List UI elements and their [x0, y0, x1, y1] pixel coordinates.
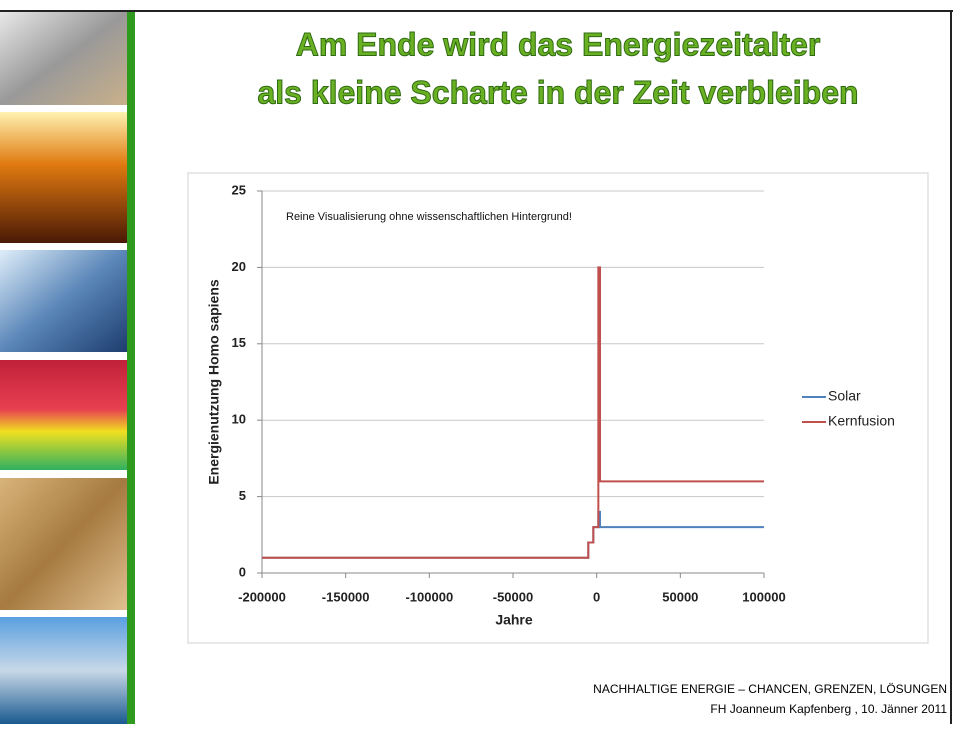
x-tick-label: 50000 — [662, 589, 698, 604]
x-tick-label: -200000 — [238, 589, 286, 604]
footer: FH Joanneum Kapfenberg , 10. Jänner 2011 — [710, 702, 947, 716]
slide-title: als kleine Scharte in der Zeit verbleibe… — [257, 74, 858, 110]
y-tick-label: 5 — [239, 488, 246, 503]
annotation: Reine Visualisierung ohne wissenschaftli… — [286, 211, 572, 223]
y-tick-label: 0 — [239, 564, 246, 579]
x-tick-label: 100000 — [742, 589, 785, 604]
x-tick-label: 0 — [593, 589, 600, 604]
y-axis-label: Energienutzung Homo sapiens — [206, 279, 222, 485]
footer: NACHHALTIGE ENERGIE – CHANCEN, GRENZEN, … — [593, 682, 947, 696]
x-tick-label: -100000 — [405, 589, 453, 604]
legend-label: Solar — [828, 388, 861, 404]
chart-area — [187, 172, 929, 644]
x-axis-label: Jahre — [495, 612, 533, 628]
slide-title: Am Ende wird das Energiezeitalter — [296, 26, 821, 62]
x-tick-label: -150000 — [322, 589, 370, 604]
y-tick-label: 15 — [232, 335, 246, 350]
series-line — [262, 266, 764, 559]
legend-label: Kernfusion — [828, 413, 895, 429]
y-tick-label: 25 — [232, 182, 246, 197]
side-images — [0, 12, 135, 724]
y-tick-label: 10 — [232, 412, 246, 427]
x-tick-label: -50000 — [493, 589, 533, 604]
y-tick-label: 20 — [232, 259, 246, 274]
